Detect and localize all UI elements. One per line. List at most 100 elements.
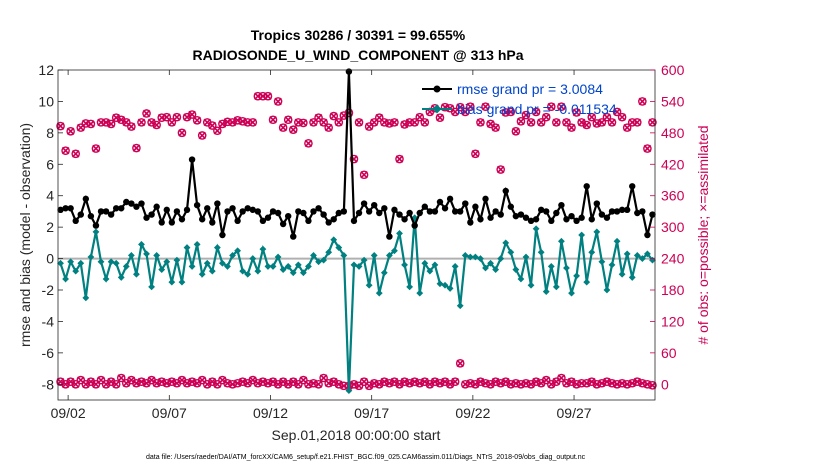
rmse-point [568,212,575,220]
obs-possible-marker [187,110,197,119]
obs-low-possible-marker [91,379,101,389]
obs-possible-marker [162,112,172,122]
legend-rmse-marker [433,85,441,93]
bias-point [573,272,580,280]
obs-assimilated-marker [142,109,151,118]
obs-possible-marker [390,118,399,127]
rmse-point [537,206,545,214]
bias-point [57,259,64,267]
obs-possible-marker [76,123,86,132]
obs-assimilated-marker [299,119,308,127]
obs-low-assimilated-marker-stroke-b [501,377,510,386]
obs-possible-marker [526,118,536,127]
obs-low-possible-marker [319,373,328,383]
obs-low-possible-marker [56,377,65,386]
bias-point [62,275,69,283]
bias-point [598,258,606,266]
rmse-point [72,217,79,225]
obs-assimilated-marker-stroke-b [208,121,217,130]
rmse-point [553,209,560,217]
rmse-point [57,206,64,214]
obs-low-assimilated-marker-stroke-b [476,377,485,386]
rmse-point [128,200,135,207]
bias-point [193,241,201,248]
y2-axis-label: # of obs: o=possible; ×=assimilated [695,125,711,344]
obs-possible-marker [562,118,571,127]
obs-assimilated-marker [279,123,287,132]
rmse-point [360,200,368,207]
obs-assimilated-marker [127,122,136,131]
obs-assimilated-marker [264,92,272,100]
obs-low-assimilated-marker-stroke-b [218,376,227,384]
obs-low-assimilated-marker-stroke-b [289,377,298,386]
bias-point [133,270,140,278]
obs-low-possible-marker [76,375,86,385]
bias-point [421,259,429,267]
obs-assimilated-marker-stroke-b [542,113,550,121]
obs-assimilated-marker-stroke-b [142,109,151,118]
bias-point [335,244,343,251]
bias-point [633,252,641,259]
rmse-point [249,206,256,214]
obs-assimilated-marker [471,150,480,158]
bias-point [552,283,560,291]
rmse-point [578,214,585,221]
rmse-point [173,208,181,215]
bias-point [507,248,515,256]
obs-possible-marker [314,113,323,122]
y-axis-left: -8 -6 -4 -2 0 2 4 6 8 10 12 [38,62,63,392]
obs-assimilated-marker-stroke-b [496,165,505,174]
obs-low-assimilated-marker-stroke-b [238,377,247,386]
obs-assimilated-marker [152,121,161,129]
obs-possible-marker [466,102,475,111]
obs-assimilated-marker-stroke-b [486,120,495,128]
rmse-point [477,216,484,223]
obs-assimilated-marker-stroke-b [355,118,363,127]
bias-point [77,259,85,267]
obs-possible-marker [167,118,177,127]
chart-title: Tropics 30286 / 30391 = 99.655% [251,27,466,43]
rmse-point [330,216,337,223]
rmse-point [350,217,358,225]
bias-point [558,237,565,245]
obs-possible-marker [344,108,354,118]
bias-point [547,263,555,270]
obs-assimilated-marker-stroke-b [552,118,561,127]
rmse-point [112,205,120,212]
obs-low-assimilated-marker-stroke-b [117,374,126,382]
obs-low-possible-marker [420,377,430,386]
obs-low-assimilated-marker-stroke-b [603,377,611,386]
obs-low-assimilated-marker-stroke-b [456,359,464,368]
bias-point [537,248,545,256]
bias-point [107,258,115,266]
obs-low-assimilated-marker-stroke-b [329,377,338,386]
bias-point [158,266,166,273]
bias-point [350,261,358,269]
obs-low-possible-marker [395,379,404,389]
obs-possible-marker [263,91,273,101]
obs-low-possible-marker [329,377,339,386]
bias-point [67,258,75,266]
obs-possible-marker [299,118,308,128]
obs-low-possible-marker [273,379,283,389]
obs-low-assimilated-marker-stroke-b [107,377,115,386]
y2-tick-label: 480 [661,125,685,141]
rmse-point [295,208,302,215]
rmse-point [365,208,373,215]
bias-point [583,278,591,286]
obs-assimilated-marker [329,112,338,120]
obs-assimilated-marker [284,115,292,124]
rmse-point [618,206,626,214]
obs-assimilated-marker-stroke-b [152,121,161,129]
rmse-point [517,211,525,218]
obs-low-possible-marker [106,377,116,386]
obs-assimilated-marker-stroke-b [87,120,95,128]
obs-assimilated-marker [61,146,70,155]
bias-point [269,263,277,270]
y2-tick-label: 600 [661,62,685,78]
obs-low-assimilated-marker-stroke-b [66,377,75,386]
obs-low-assimilated-marker-stroke-b [137,377,146,386]
obs-possible-marker [172,112,182,122]
obs-low-possible-marker [354,381,364,391]
bias-point [593,228,601,236]
